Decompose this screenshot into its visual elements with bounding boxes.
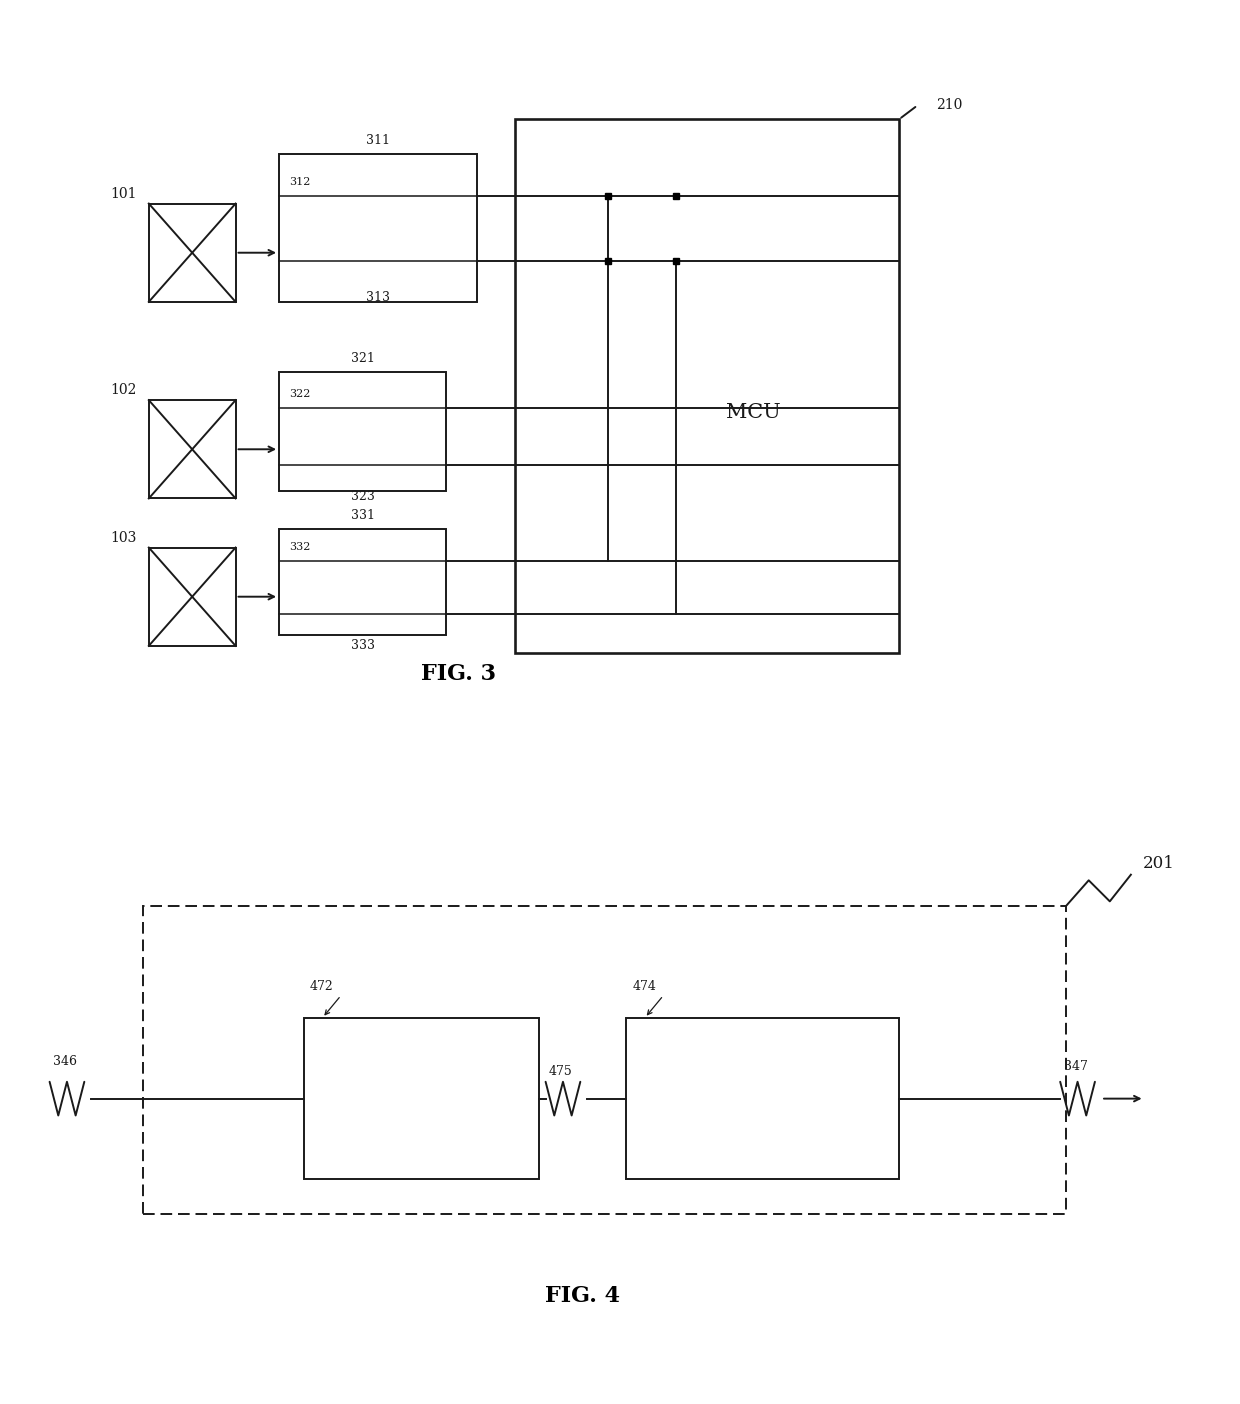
Bar <box>143 906 1066 1214</box>
Text: MCU: MCU <box>725 403 780 423</box>
Text: 332: 332 <box>289 542 310 552</box>
Bar <box>149 204 236 302</box>
Text: 102: 102 <box>110 383 136 397</box>
Text: 103: 103 <box>110 531 136 545</box>
Bar <box>515 119 899 653</box>
Text: 311: 311 <box>366 135 391 147</box>
Text: 347: 347 <box>1064 1060 1087 1073</box>
Text: 322: 322 <box>289 389 310 399</box>
Text: 313: 313 <box>366 292 391 305</box>
Text: 201: 201 <box>1143 855 1176 872</box>
Text: FIG. 3: FIG. 3 <box>422 663 496 685</box>
Bar <box>304 1018 539 1179</box>
Text: 331: 331 <box>351 510 376 522</box>
Text: 346: 346 <box>53 1054 77 1067</box>
Text: FIG. 4: FIG. 4 <box>546 1285 620 1307</box>
Bar <box>149 400 236 498</box>
Text: 321: 321 <box>351 352 376 365</box>
Bar <box>279 372 446 491</box>
Text: 210: 210 <box>936 98 962 112</box>
Text: 474: 474 <box>632 980 656 993</box>
Text: 323: 323 <box>351 490 374 504</box>
Bar <box>626 1018 899 1179</box>
Bar <box>149 548 236 646</box>
Text: 475: 475 <box>549 1064 573 1078</box>
Text: 312: 312 <box>289 177 310 187</box>
Text: Processor: Processor <box>720 1090 805 1108</box>
Text: A/D: A/D <box>404 1090 439 1108</box>
Text: 333: 333 <box>351 639 374 651</box>
Bar <box>279 529 446 635</box>
Text: 101: 101 <box>110 187 136 201</box>
Bar <box>279 154 477 302</box>
Text: 472: 472 <box>310 980 334 993</box>
